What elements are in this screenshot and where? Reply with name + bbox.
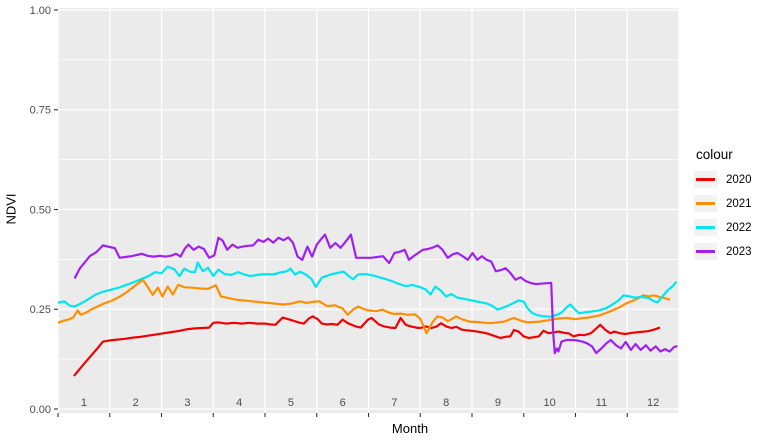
legend-label: 2021 <box>726 197 752 210</box>
y-tick-label: 0.75 <box>30 105 51 117</box>
y-tick-label: 0.25 <box>30 304 51 316</box>
x-tick-label: 12 <box>647 397 659 409</box>
x-tick-label: 7 <box>391 397 397 409</box>
legend-key-line <box>696 178 715 181</box>
x-tick-label: 11 <box>596 397 607 409</box>
series-line-2022 <box>58 261 678 318</box>
series-line-2023 <box>73 233 678 355</box>
legend-entries: 2020 2021 2022 2023 <box>694 171 752 260</box>
legend-key-swatch <box>694 243 717 260</box>
legend-title: colour <box>696 147 733 162</box>
series-line-2020 <box>73 315 661 377</box>
x-tick-label: 9 <box>495 397 501 409</box>
legend-entry-2021: 2021 <box>694 195 752 212</box>
x-tick-label: 10 <box>544 397 556 409</box>
x-tick-label: 1 <box>81 397 87 409</box>
x-tick-label: 5 <box>288 397 294 409</box>
legend-label: 2022 <box>726 221 752 234</box>
y-axis-title: NDVI <box>3 193 19 225</box>
legend-key-line <box>696 250 715 253</box>
legend-label: 2020 <box>726 173 752 186</box>
legend-entry-2020: 2020 <box>694 171 752 188</box>
x-tick-label: 3 <box>184 397 190 409</box>
x-tick-label: 8 <box>443 397 449 409</box>
x-tick-label: 6 <box>340 397 346 409</box>
legend-key-swatch <box>694 195 717 212</box>
legend: colour 2020 2021 2022 2023 <box>694 147 752 267</box>
y-tick-label: 0.50 <box>30 204 51 216</box>
legend-entry-2023: 2023 <box>694 243 752 260</box>
legend-key-swatch <box>694 171 717 188</box>
legend-label: 2023 <box>726 245 752 258</box>
gridlines <box>57 8 680 413</box>
axis-ticks <box>54 9 628 417</box>
x-axis-title: Month <box>391 421 429 436</box>
series-line-2021 <box>58 278 671 335</box>
y-tick-label: 1.00 <box>30 5 51 17</box>
y-tick-label: 0.00 <box>30 404 51 416</box>
legend-key-line <box>696 202 715 205</box>
legend-key-swatch <box>694 219 717 236</box>
x-tick-label: 2 <box>133 397 139 409</box>
x-tick-label: 4 <box>236 397 242 409</box>
tick-labels: 0.000.250.500.751.001 2 3 4 5 6 7 8 9 10 11 12 <box>30 5 660 416</box>
legend-key-line <box>696 226 715 229</box>
series-lines <box>58 233 678 377</box>
legend-entry-2022: 2022 <box>694 219 752 236</box>
